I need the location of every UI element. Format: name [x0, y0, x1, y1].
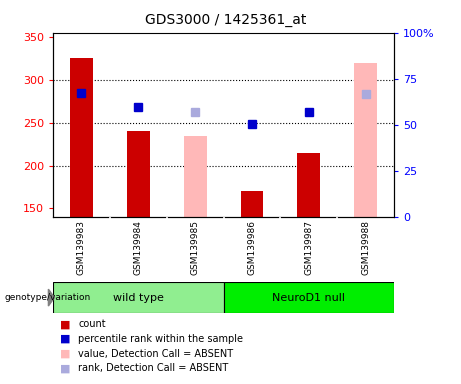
Bar — [184, 136, 207, 217]
Bar — [70, 58, 93, 217]
Text: GSM139988: GSM139988 — [361, 220, 370, 275]
Bar — [53, 282, 224, 313]
Polygon shape — [48, 289, 54, 306]
Bar — [241, 191, 263, 217]
Text: value, Detection Call = ABSENT: value, Detection Call = ABSENT — [78, 349, 233, 359]
Text: GDS3000 / 1425361_at: GDS3000 / 1425361_at — [145, 13, 307, 27]
Bar — [297, 153, 320, 217]
Text: rank, Detection Call = ABSENT: rank, Detection Call = ABSENT — [78, 363, 229, 373]
Bar — [355, 63, 377, 217]
Text: GSM139987: GSM139987 — [304, 220, 313, 275]
Bar — [224, 282, 394, 313]
Text: genotype/variation: genotype/variation — [5, 293, 91, 302]
Text: GSM139984: GSM139984 — [134, 220, 143, 275]
Text: ■: ■ — [60, 319, 71, 329]
Text: ■: ■ — [60, 363, 71, 373]
Text: wild type: wild type — [113, 293, 164, 303]
Text: GSM139985: GSM139985 — [191, 220, 200, 275]
Text: count: count — [78, 319, 106, 329]
Bar — [127, 131, 150, 217]
Text: percentile rank within the sample: percentile rank within the sample — [78, 334, 243, 344]
Text: NeuroD1 null: NeuroD1 null — [272, 293, 345, 303]
Text: ■: ■ — [60, 334, 71, 344]
Text: GSM139986: GSM139986 — [248, 220, 256, 275]
Text: ■: ■ — [60, 349, 71, 359]
Text: GSM139983: GSM139983 — [77, 220, 86, 275]
